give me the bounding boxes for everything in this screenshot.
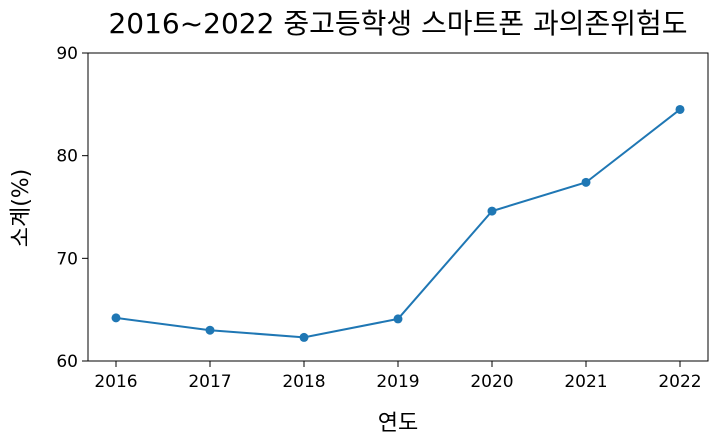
x-tick-label: 2016: [94, 372, 137, 392]
x-tick-label: 2022: [658, 372, 701, 392]
y-tick-label: 80: [56, 147, 78, 167]
axis-ticks: 2016 2017 2018 2019 2020 2021 2022 60 70 80 90: [56, 44, 701, 392]
data-point: [299, 332, 309, 342]
data-points: [111, 104, 685, 342]
data-point: [111, 313, 121, 323]
series-line: [115, 108, 681, 339]
data-point: [581, 177, 591, 187]
data-point: [487, 206, 497, 216]
data-point: [675, 104, 685, 114]
chart-title: 2016~2022 중고등학생 스마트폰 과의존위험도: [108, 7, 687, 40]
x-axis-label: 연도: [378, 411, 418, 436]
y-axis-label: 소계(%): [9, 169, 34, 248]
x-tick-label: 2018: [282, 372, 325, 392]
x-tick-label: 2021: [564, 372, 607, 392]
x-tick-label: 2019: [376, 372, 419, 392]
y-tick-label: 60: [56, 352, 78, 372]
data-point: [205, 325, 215, 335]
x-tick-label: 2017: [188, 372, 231, 392]
y-tick-label: 90: [56, 44, 78, 64]
x-tick-label: 2020: [470, 372, 513, 392]
data-point: [393, 314, 403, 324]
y-tick-label: 70: [56, 249, 78, 269]
